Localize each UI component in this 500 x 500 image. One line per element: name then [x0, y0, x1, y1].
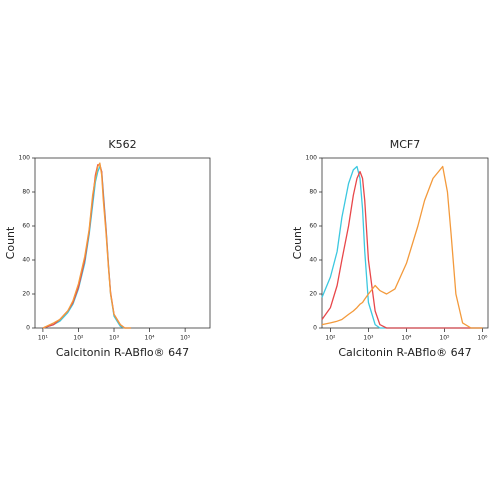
- plot-frame: [34, 157, 211, 329]
- y-tick-label: 60: [309, 223, 317, 230]
- y-axis-label: Count: [291, 226, 304, 259]
- plot-frame: [321, 157, 489, 329]
- y-tick-label: 80: [22, 189, 30, 196]
- y-tick-label: 0: [313, 325, 317, 332]
- x-tick-label: 10⁴: [145, 335, 156, 342]
- histogram-line: [321, 170, 483, 329]
- y-tick-label: 40: [309, 257, 317, 264]
- x-tick-label: 10²: [325, 335, 336, 342]
- x-axis-label: Calcitonin R-ABflo® 647: [56, 346, 189, 359]
- x-tick-label: 10⁵: [439, 335, 450, 342]
- x-tick-label: 10³: [363, 335, 374, 342]
- y-tick-label: 0: [26, 325, 30, 332]
- y-tick-label: 60: [22, 223, 30, 230]
- x-tick-label: 10⁶: [477, 335, 488, 342]
- y-tick-label: 100: [306, 155, 318, 162]
- y-tick-label: 20: [22, 291, 30, 298]
- x-tick-label: 10²: [73, 335, 84, 342]
- y-tick-label: 80: [309, 189, 317, 196]
- x-axis-label: Calcitonin R-ABflo® 647: [338, 346, 471, 359]
- x-tick-label: 10³: [109, 335, 120, 342]
- x-tick-label: 10⁴: [401, 335, 412, 342]
- chart-title: MCF7: [390, 138, 421, 151]
- chart-title: K562: [108, 138, 136, 151]
- x-tick-label: 10⁵: [180, 335, 191, 342]
- histogram-line: [321, 165, 483, 329]
- y-tick-label: 40: [22, 257, 30, 264]
- y-tick-label: 100: [19, 155, 31, 162]
- y-axis-label: Count: [4, 226, 17, 259]
- x-tick-label: 10¹: [38, 335, 49, 342]
- histogram-line: [42, 162, 131, 329]
- y-tick-label: 20: [309, 291, 317, 298]
